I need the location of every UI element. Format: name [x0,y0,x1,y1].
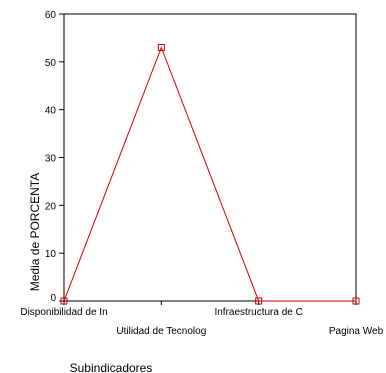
y-tick-label: 20 [45,201,57,212]
y-tick-label: 30 [45,154,57,165]
data-point-marker [352,297,360,305]
y-axis: 0 10 20 30 40 50 60 [45,10,64,304]
y-tick-label: 40 [45,106,57,117]
x-axis: Disponibilidad de In Utilidad de Tecnolog… [20,301,384,337]
x-tick-label: Utilidad de Tecnolog [116,326,206,337]
y-tick-label: 60 [45,10,57,21]
y-axis-title: Media de PORCENTA [28,173,42,291]
x-tick-label: Infraestructura de C [214,307,302,318]
data-point-marker [255,297,263,305]
x-tick-label: Pagina Web [329,326,384,337]
data-point-marker [60,297,68,305]
data-point-marker [157,43,165,51]
y-tick-label: 0 [50,293,56,304]
y-tick-label: 50 [45,58,57,69]
plot-area [63,13,357,302]
y-tick-label: 10 [45,249,57,260]
x-tick-label: Disponibilidad de In [20,307,107,318]
series-layer [60,43,360,305]
x-axis-title: Subindicadores [70,361,153,373]
series-line [63,46,356,302]
